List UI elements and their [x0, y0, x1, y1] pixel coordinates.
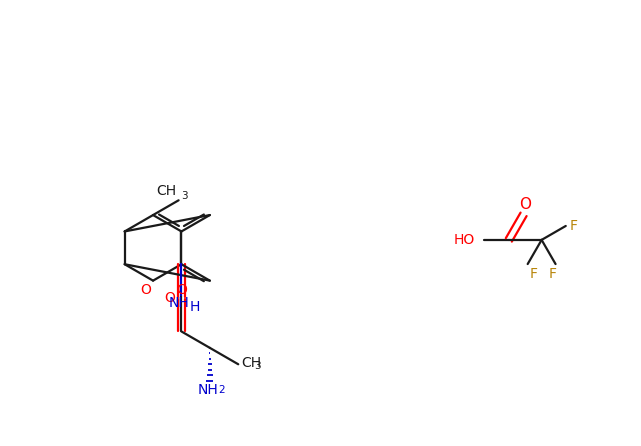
Text: O: O	[520, 197, 531, 212]
Text: 3: 3	[254, 361, 261, 371]
Text: O: O	[165, 291, 176, 305]
Text: O: O	[140, 283, 151, 297]
Text: F: F	[570, 219, 578, 233]
Text: CH: CH	[156, 184, 177, 198]
Text: H: H	[189, 300, 200, 314]
Text: HO: HO	[453, 233, 474, 247]
Text: CH: CH	[241, 356, 262, 370]
Text: O: O	[176, 283, 187, 297]
Text: F: F	[549, 267, 556, 281]
Text: 3: 3	[181, 191, 188, 201]
Text: NH: NH	[197, 383, 218, 396]
Text: NH: NH	[169, 296, 190, 310]
Text: F: F	[529, 267, 538, 281]
Text: 2: 2	[218, 384, 224, 395]
